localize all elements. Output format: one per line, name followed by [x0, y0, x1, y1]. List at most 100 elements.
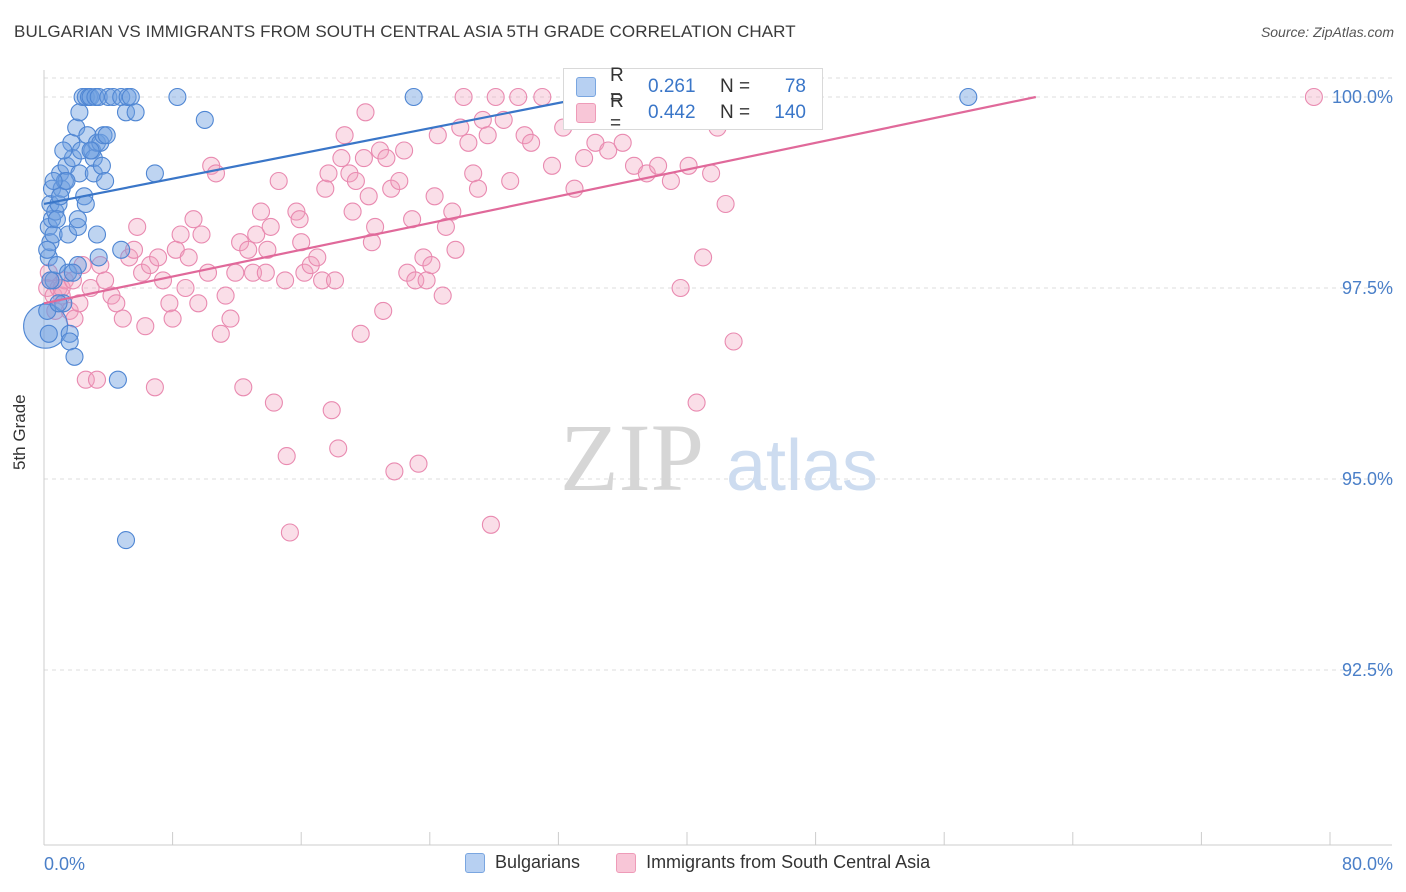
point-bulgarians	[959, 87, 978, 107]
point-immigrants	[425, 187, 444, 206]
point-immigrants	[332, 149, 351, 168]
x-tick-label-min: 0.0%	[44, 854, 85, 874]
point-immigrants	[377, 149, 396, 168]
point-immigrants	[171, 225, 190, 244]
y-tick-label: 100.0%	[1332, 87, 1393, 107]
point-immigrants	[184, 210, 203, 229]
point-immigrants	[107, 294, 126, 313]
y-tick-label: 92.5%	[1342, 660, 1393, 680]
point-bulgarians	[59, 263, 78, 282]
stats-n-value: 140	[774, 102, 806, 123]
point-immigrants	[446, 240, 465, 259]
trend-line-bulgarians	[43, 95, 590, 206]
point-bulgarians	[68, 210, 87, 229]
point-bulgarians	[89, 87, 108, 107]
point-bulgarians	[76, 194, 95, 214]
point-immigrants	[354, 149, 373, 168]
point-immigrants	[145, 378, 164, 397]
point-immigrants	[351, 324, 370, 343]
point-immigrants	[73, 256, 92, 275]
point-bulgarians	[44, 171, 63, 191]
point-immigrants	[702, 164, 721, 183]
point-bulgarians	[92, 156, 111, 175]
point-bulgarians	[38, 240, 57, 259]
point-bulgarians	[70, 103, 89, 122]
point-immigrants	[316, 179, 335, 198]
point-immigrants	[459, 133, 478, 152]
point-immigrants	[198, 263, 218, 282]
point-immigrants	[694, 248, 713, 267]
point-immigrants	[436, 217, 455, 236]
point-immigrants	[221, 309, 240, 328]
stats-n-value: 78	[784, 76, 806, 97]
point-bulgarians	[87, 225, 107, 244]
point-immigrants	[343, 202, 362, 221]
point-immigrants	[226, 263, 245, 282]
point-immigrants	[679, 156, 698, 175]
axes-layer	[43, 70, 1392, 846]
chart-title: BULGARIAN VS IMMIGRANTS FROM SOUTH CENTR…	[14, 22, 796, 41]
point-immigrants	[264, 393, 283, 412]
watermark-atlas: atlas	[726, 426, 878, 506]
stats-r-value: 0.261	[648, 76, 696, 97]
point-immigrants	[176, 278, 195, 298]
point-bulgarians	[59, 225, 78, 244]
point-immigrants	[160, 294, 179, 313]
point-immigrants	[716, 194, 735, 214]
legend-item-immigrants[interactable]: Immigrants from South Central Asia	[616, 852, 930, 873]
point-immigrants	[671, 278, 690, 298]
point-immigrants	[124, 240, 144, 259]
y-tick-label: 97.5%	[1342, 278, 1393, 298]
point-immigrants	[478, 126, 497, 145]
point-immigrants	[501, 171, 520, 191]
point-immigrants	[277, 447, 296, 466]
point-immigrants	[454, 87, 473, 107]
point-immigrants	[613, 133, 632, 152]
point-immigrants	[542, 156, 562, 175]
point-bulgarians	[49, 294, 68, 313]
point-bulgarians	[108, 370, 127, 389]
point-bulgarians	[96, 171, 115, 191]
point-immigrants	[649, 156, 668, 175]
point-bulgarians	[44, 225, 63, 244]
point-immigrants	[163, 309, 182, 328]
y-axis-label: 5th Grade	[10, 394, 29, 470]
point-immigrants	[189, 294, 208, 313]
stats-n-label: N =	[720, 102, 751, 123]
point-immigrants	[443, 202, 462, 221]
point-immigrants	[515, 126, 534, 145]
point-immigrants	[322, 401, 341, 420]
point-immigrants	[356, 103, 375, 122]
watermark: ZIP atlas	[560, 404, 878, 511]
point-bulgarians	[145, 164, 164, 183]
point-immigrants	[409, 454, 428, 473]
point-bulgarians	[39, 324, 58, 343]
point-bulgarians	[47, 210, 66, 229]
point-immigrants	[417, 271, 436, 290]
legend-label-immigrants: Immigrants from South Central Asia	[646, 852, 931, 872]
stats-r-label: R =	[610, 65, 624, 108]
x-tick-label-max: 80.0%	[1342, 854, 1393, 874]
legend-item-bulgarians[interactable]: Bulgarians	[465, 852, 580, 873]
point-immigrants	[433, 286, 452, 305]
point-immigrants	[486, 87, 505, 107]
point-immigrants	[422, 256, 441, 275]
point-immigrants	[301, 256, 320, 275]
point-immigrants	[428, 126, 447, 145]
point-immigrants	[509, 87, 528, 107]
point-immigrants	[96, 271, 115, 290]
stats-swatch-immigrants	[576, 103, 596, 123]
point-immigrants	[575, 149, 594, 168]
stats-swatch-bulgarians	[576, 77, 596, 97]
point-immigrants	[247, 225, 266, 244]
legend-label-bulgarians: Bulgarians	[495, 852, 581, 872]
stats-row-immigrants: R = 0.442 N = 140	[576, 91, 806, 134]
trend-line-immigrants	[43, 95, 1037, 305]
stats-r-label: R =	[610, 91, 624, 134]
point-immigrants	[149, 248, 168, 267]
legend-swatch-bulgarians	[465, 852, 485, 873]
point-bulgarians	[168, 87, 187, 107]
series-bulgarians-points	[23, 87, 978, 550]
source-label: Source: ZipAtlas.com	[1260, 24, 1394, 40]
